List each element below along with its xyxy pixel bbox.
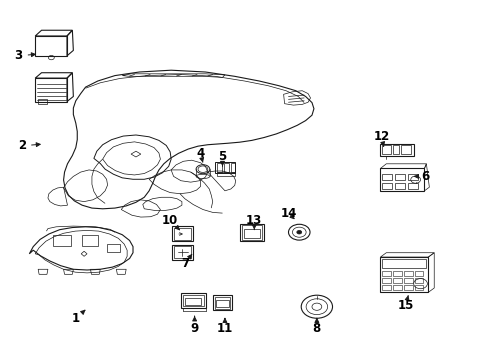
Bar	[35, 78, 67, 102]
Bar	[394, 183, 404, 189]
Bar	[403, 285, 412, 290]
Bar	[215, 300, 229, 307]
Bar	[392, 278, 401, 283]
Bar	[392, 285, 401, 290]
Text: 13: 13	[245, 214, 262, 230]
Text: 11: 11	[216, 319, 233, 335]
Bar	[217, 163, 222, 172]
Bar	[35, 36, 67, 56]
Text: 5: 5	[218, 150, 226, 166]
Text: 3: 3	[15, 49, 35, 62]
Text: 15: 15	[397, 296, 413, 312]
Text: 10: 10	[162, 214, 179, 230]
Bar	[174, 228, 190, 240]
Text: 1: 1	[72, 310, 85, 325]
Bar	[184, 298, 201, 305]
Bar	[212, 295, 232, 310]
Bar	[414, 285, 423, 290]
Bar	[239, 224, 264, 241]
Bar	[215, 162, 234, 173]
Bar	[174, 246, 190, 258]
Bar	[243, 229, 260, 238]
Bar	[382, 271, 390, 276]
Bar	[82, 235, 98, 246]
Bar	[394, 174, 404, 180]
Bar	[403, 278, 412, 283]
Bar	[380, 257, 427, 292]
Bar	[382, 278, 390, 283]
Text: 4: 4	[196, 147, 204, 162]
Bar	[382, 145, 390, 154]
Bar	[382, 183, 391, 189]
Bar	[403, 271, 412, 276]
Text: 8: 8	[312, 319, 320, 335]
Bar	[407, 183, 417, 189]
Text: 14: 14	[280, 207, 296, 220]
Bar	[380, 144, 413, 156]
Bar	[106, 244, 120, 252]
Bar	[382, 174, 391, 180]
Text: 12: 12	[372, 130, 389, 146]
Bar	[380, 168, 424, 191]
Text: 9: 9	[190, 316, 198, 335]
Text: 7: 7	[181, 254, 191, 270]
Bar	[214, 297, 230, 309]
Bar	[183, 295, 204, 306]
Bar	[172, 226, 192, 241]
Bar	[181, 293, 206, 308]
Bar	[382, 285, 390, 290]
Text: 2: 2	[18, 139, 40, 152]
Bar	[414, 278, 423, 283]
Bar	[382, 259, 426, 268]
Circle shape	[296, 230, 301, 234]
Bar	[392, 145, 398, 154]
Bar	[241, 225, 262, 240]
Bar	[217, 172, 234, 176]
Bar	[414, 271, 423, 276]
Bar	[407, 174, 417, 180]
Bar	[53, 235, 71, 246]
Bar	[38, 99, 47, 104]
Bar	[230, 163, 234, 172]
Bar	[392, 271, 401, 276]
Bar	[224, 163, 228, 172]
Bar	[172, 245, 192, 260]
Text: 6: 6	[414, 170, 428, 183]
Bar	[400, 145, 410, 154]
